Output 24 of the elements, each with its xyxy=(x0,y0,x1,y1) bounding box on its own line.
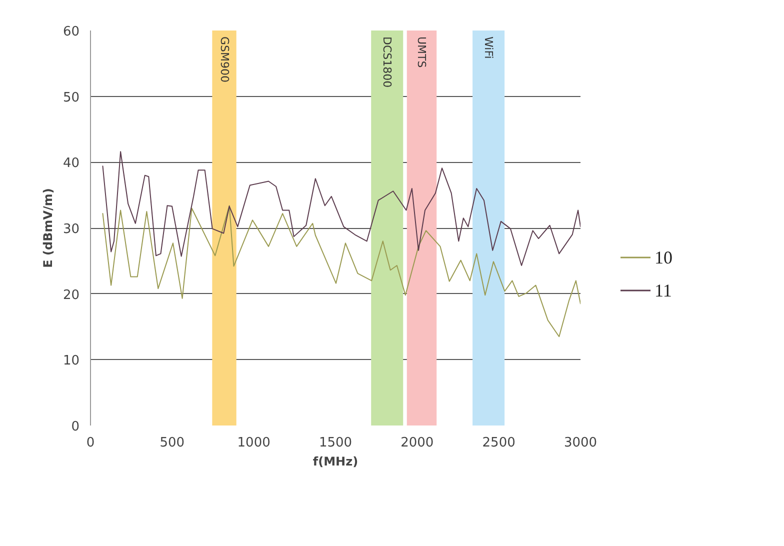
legend-label: 10 xyxy=(654,248,672,268)
y-tick-label: 60 xyxy=(62,24,80,40)
x-tick-label: 2000 xyxy=(400,436,434,450)
x-axis-title: f(MHz) xyxy=(312,454,358,468)
x-tick-label: 2500 xyxy=(482,436,516,450)
band-label: UMTS xyxy=(415,36,428,68)
band-label: WiFi xyxy=(482,36,496,59)
band-label: DCS1800 xyxy=(380,36,394,88)
x-tick-label: 1000 xyxy=(237,436,270,450)
line-series xyxy=(102,205,580,338)
y-axis-title: E (dBmV/m) xyxy=(40,188,55,268)
y-tick-label: 20 xyxy=(62,288,80,303)
y-tick-label: 0 xyxy=(71,420,80,434)
x-tick-label: 1500 xyxy=(318,436,352,450)
legend-label: 11 xyxy=(654,280,672,300)
band-label: GSM900 xyxy=(218,36,231,82)
x-tick-label: 0 xyxy=(86,436,95,450)
y-tick-label: 40 xyxy=(62,156,80,172)
y-tick-label: 30 xyxy=(62,222,80,237)
line-series xyxy=(102,151,580,266)
y-tick-label: 50 xyxy=(62,90,80,106)
y-tick-label: 10 xyxy=(62,354,80,369)
x-tick-label: 500 xyxy=(160,436,185,450)
x-tick-label: 3000 xyxy=(564,436,598,450)
